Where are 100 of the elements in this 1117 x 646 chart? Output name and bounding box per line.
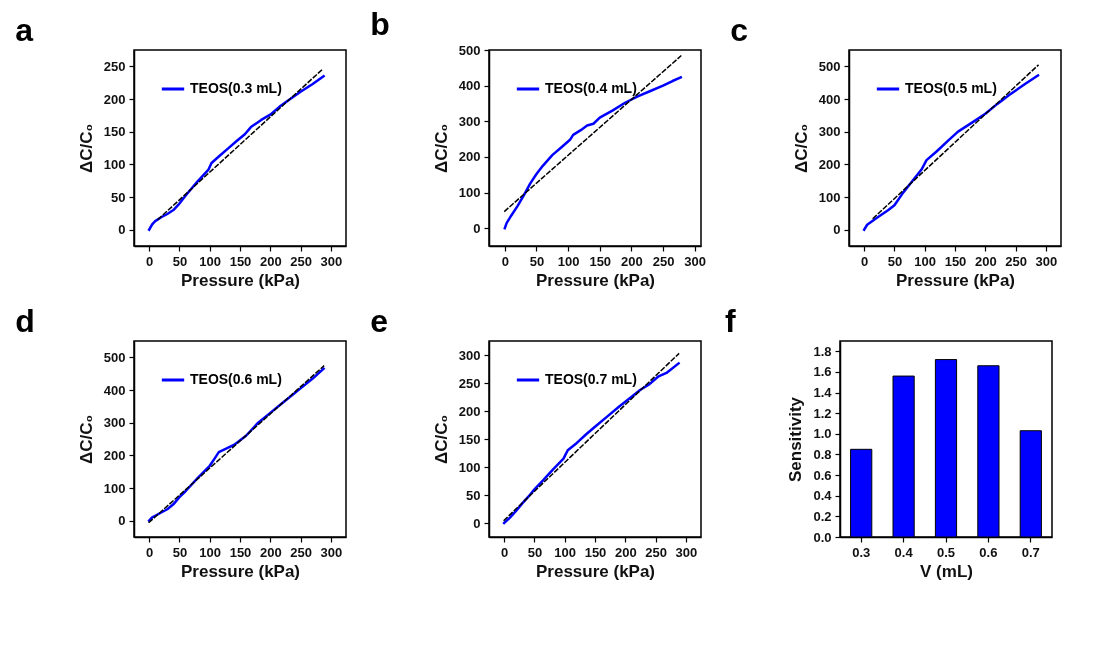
x-tick-label: 300 [684,253,707,269]
x-tick-label: 100 [199,253,222,269]
x-tick-label: 0 [146,544,154,560]
y-tick-label: 0.0 [813,529,832,545]
y-tick-label: 1.8 [813,343,832,359]
y-tick-label: 300 [818,124,841,140]
x-tick-label: 0 [501,544,509,560]
x-tick-label: 100 [557,253,580,269]
y-tick-label: 300 [458,347,481,363]
chart-title: c [730,12,749,48]
x-tick-label: 50 [172,544,188,560]
y-tick-label: 0.8 [813,446,832,462]
y-tick-label: 1.4 [813,385,833,401]
y-tick-label: 0.4 [813,488,833,504]
x-tick-label: 0.6 [979,544,998,560]
x-tick-label: 200 [614,544,637,560]
x-tick-label: 150 [229,253,252,269]
x-tick-label: 100 [914,253,937,269]
x-tick-label: 150 [584,544,607,560]
x-tick-label: 250 [652,253,675,269]
x-tick-label: 150 [944,253,967,269]
y-tick-label: 250 [103,58,126,74]
y-tick-label: 100 [458,185,481,201]
y-tick-label: 100 [818,189,841,205]
y-tick-label: 0 [118,513,126,529]
y-tick-label: 250 [458,375,481,391]
x-tick-label: 50 [529,253,545,269]
x-tick-label: 300 [675,544,698,560]
x-tick-label: 300 [1035,253,1058,269]
x-tick-label: 100 [554,544,577,560]
x-tick-label: 150 [229,544,252,560]
y-tick-label: 300 [103,415,126,431]
x-axis-title: Pressure (kPa) [180,270,301,290]
x-tick-label: 150 [589,253,612,269]
x-tick-label: 0.5 [936,544,956,560]
x-tick-label: 250 [645,544,667,560]
y-tick-label: 50 [111,189,126,205]
y-tick-label: 0 [473,220,481,236]
y-tick-label: 100 [103,156,126,172]
y-tick-label: 500 [458,42,481,58]
x-tick-label: 0 [146,253,154,269]
y-tick-label: 400 [103,382,126,398]
x-tick-label: 250 [290,253,312,269]
y-tick-label: 50 [466,487,481,503]
line-series [862,74,1040,231]
y-tick-label: 0.2 [813,508,832,524]
x-axis-title: Pressure (kPa) [895,270,1016,290]
y-tick-label: 1.0 [813,426,832,442]
x-tick-label: 250 [290,544,312,560]
legend-label: TEOS(0.6 mL) [190,371,282,387]
x-tick-label: 200 [259,253,282,269]
chart-title: b [370,6,390,42]
y-axis-title: Sensitivity [786,396,806,483]
x-tick-label: 0 [861,253,869,269]
line-series [503,76,682,230]
legend-label: TEOS(0.4 mL) [545,80,637,96]
chart-title: a [15,12,34,48]
y-tick-label: 150 [458,431,481,447]
y-tick-label: 0 [473,515,481,531]
y-tick-label: 100 [103,480,126,496]
y-tick-label: 200 [103,91,126,107]
y-tick-label: 200 [818,156,841,172]
y-tick-label: 0.6 [813,467,832,483]
x-axis-title: V (mL) [920,561,973,581]
y-tick-label: 0 [833,222,841,238]
y-tick-label: 200 [458,149,481,165]
legend-label: TEOS(0.7 mL) [545,371,637,387]
legend-label: TEOS(0.5 mL) [905,80,997,96]
x-tick-label: 50 [887,253,903,269]
x-tick-label: 0.7 [1021,544,1040,560]
x-axis-title: Pressure (kPa) [180,561,301,581]
chart-title: f [724,303,736,339]
y-axis-title: ΔC/C₀ [431,123,451,174]
chart-title: d [15,303,35,339]
y-tick-label: 1.2 [813,405,832,421]
y-axis-title: ΔC/C₀ [431,414,451,465]
x-tick-label: 300 [320,253,343,269]
y-axis-title: ΔC/C₀ [791,123,811,174]
y-tick-label: 500 [818,58,841,74]
y-tick-label: 200 [458,403,481,419]
y-tick-label: 200 [103,447,126,463]
x-tick-label: 50 [172,253,188,269]
x-axis-title: Pressure (kPa) [535,270,656,290]
x-tick-label: 0.3 [852,544,871,560]
x-tick-label: 50 [527,544,543,560]
x-tick-label: 0 [501,253,509,269]
y-tick-label: 1.6 [813,364,832,380]
x-tick-label: 300 [320,544,343,560]
x-axis-title: Pressure (kPa) [535,561,656,581]
y-axis-title: ΔC/C₀ [76,123,96,174]
x-tick-label: 100 [199,544,222,560]
legend-label: TEOS(0.3 mL) [190,80,282,96]
y-axis-title: ΔC/C₀ [76,414,96,465]
y-tick-label: 300 [458,113,481,129]
x-tick-label: 200 [974,253,997,269]
x-tick-label: 250 [1005,253,1027,269]
x-tick-label: 0.4 [894,544,914,560]
x-tick-label: 200 [621,253,643,269]
y-tick-label: 150 [103,124,126,140]
y-tick-label: 100 [458,459,481,475]
